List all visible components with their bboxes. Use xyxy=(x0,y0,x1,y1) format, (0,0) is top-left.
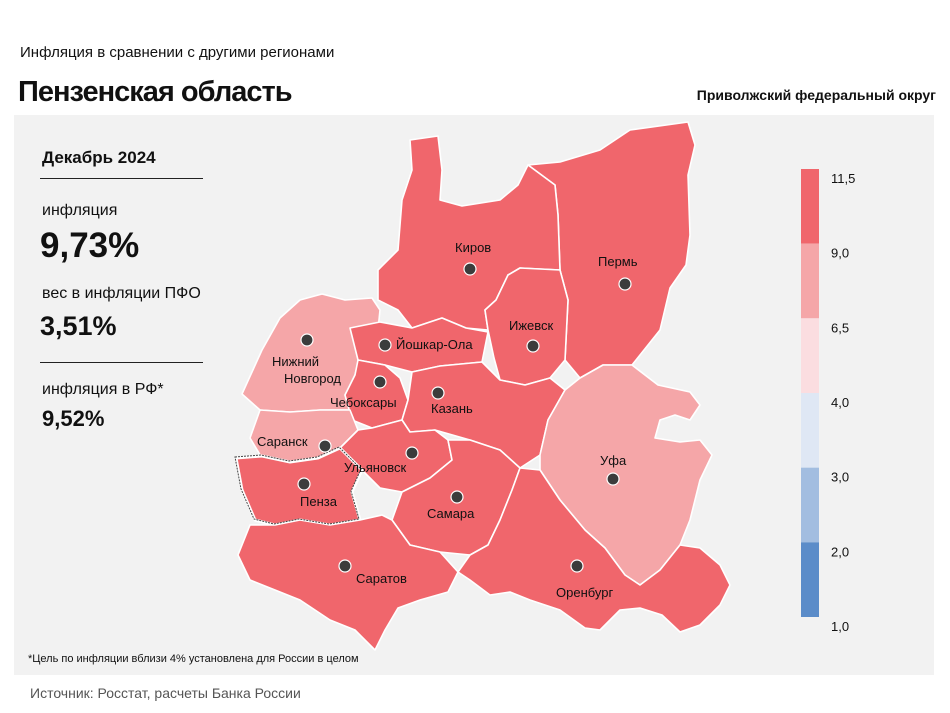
legend-tick-label: 1,0 xyxy=(831,619,849,634)
legend-tick-label: 9,0 xyxy=(831,246,849,261)
city-label: Киров xyxy=(455,240,491,255)
city-label: Казань xyxy=(431,401,473,416)
city-label: Ульяновск xyxy=(344,460,406,475)
weight-label: вес в инфляции ПФО xyxy=(42,285,201,302)
legend-tick-label: 4,0 xyxy=(831,395,849,410)
inflation-label: инфляция xyxy=(42,202,118,219)
legend-swatch xyxy=(801,467,819,543)
city-marker xyxy=(300,333,314,347)
city-label: Ижевск xyxy=(509,318,554,333)
city-marker xyxy=(606,472,620,486)
region-title: Пензенская область xyxy=(18,76,293,108)
penza-outline xyxy=(234,446,362,525)
legend-swatch xyxy=(801,243,819,319)
city-marker xyxy=(526,339,540,353)
city-marker xyxy=(618,277,632,291)
legend-swatch xyxy=(801,542,819,617)
legend: 11,5 9,0 6,5 4,0 3,0 2,0 1,0 xyxy=(801,169,855,634)
legend-swatch xyxy=(801,393,819,468)
weight-value: 3,51% xyxy=(40,311,117,341)
city-label: Саратов xyxy=(356,571,407,586)
city-marker xyxy=(450,490,464,504)
city-label: Чебоксары xyxy=(330,395,397,410)
rf-inflation-value: 9,52% xyxy=(42,406,105,431)
rf-inflation-label: инфляция в РФ* xyxy=(42,381,164,398)
city-marker xyxy=(463,262,477,276)
legend-tick-label: 11,5 xyxy=(831,171,855,186)
city-label: Нижний xyxy=(272,354,319,369)
city-label: Самара xyxy=(427,506,475,521)
legend-tick-label: 2,0 xyxy=(831,544,849,559)
legend-swatch xyxy=(801,318,819,393)
city-label: Йошкар-Ола xyxy=(396,337,473,352)
city-marker xyxy=(431,386,445,400)
period-label: Декабрь 2024 xyxy=(42,148,156,167)
city-label: Уфа xyxy=(600,453,627,468)
city-label: Пермь xyxy=(598,254,638,269)
legend-tick-label: 3,0 xyxy=(831,470,849,485)
divider-top xyxy=(40,178,203,179)
city-marker xyxy=(405,446,419,460)
city-marker xyxy=(338,559,352,573)
source-note: Источник: Росстат, расчеты Банка России xyxy=(30,685,301,701)
city-marker xyxy=(297,477,311,491)
city-marker xyxy=(378,338,392,352)
region-saratov xyxy=(237,514,459,651)
city-marker xyxy=(570,559,584,573)
city-label: Новгород xyxy=(284,371,341,386)
district-name: Приволжский федеральный округ xyxy=(696,87,936,103)
city-label: Пенза xyxy=(300,494,338,509)
legend-swatch xyxy=(801,169,819,244)
divider-bottom xyxy=(40,362,203,363)
city-marker xyxy=(318,439,332,453)
region-orenburg xyxy=(457,467,731,633)
inflation-value: 9,73% xyxy=(40,226,140,265)
chart-subtitle: Инфляция в сравнении с другими регионами xyxy=(20,44,335,61)
footnote: *Цель по инфляции вблизи 4% установлена … xyxy=(28,653,359,665)
city-label: Оренбург xyxy=(556,585,613,600)
city-label: Саранск xyxy=(257,434,308,449)
city-marker xyxy=(373,375,387,389)
legend-tick-label: 6,5 xyxy=(831,320,849,335)
